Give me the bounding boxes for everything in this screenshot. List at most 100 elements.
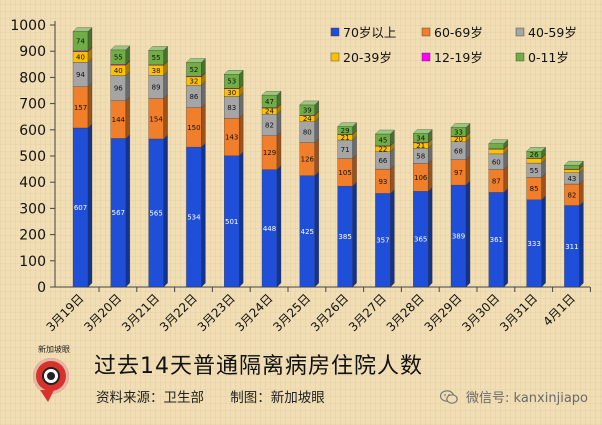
watermark-text: 微信号: kanxinjiapo xyxy=(466,391,588,406)
bar-side xyxy=(390,189,395,288)
bar-side xyxy=(201,142,206,288)
source-line: 资料来源：卫生部 制图：新加坡眼 xyxy=(96,386,347,406)
data-label: 129 xyxy=(263,149,276,157)
bar-side xyxy=(352,154,357,187)
data-label: 24 xyxy=(265,108,274,116)
data-label: 66 xyxy=(378,157,387,165)
data-label: 365 xyxy=(414,236,427,244)
bar-side xyxy=(503,188,508,288)
logo-tail-icon xyxy=(40,390,54,402)
bar-side xyxy=(390,164,395,194)
logo-text: 新加坡眼 xyxy=(38,345,70,354)
data-label: 21 xyxy=(416,142,425,150)
data-label: 55 xyxy=(152,54,161,62)
data-label: 71 xyxy=(341,146,350,154)
x-tick-label: 3月26日 xyxy=(308,291,351,334)
x-tick-label: 3月27日 xyxy=(346,291,389,334)
x-tick-label: 3月25日 xyxy=(270,291,313,334)
bar-top xyxy=(261,91,282,96)
data-label: 143 xyxy=(225,134,238,142)
bar-side xyxy=(239,151,244,288)
data-label: 144 xyxy=(112,116,126,124)
bar-side xyxy=(428,187,433,288)
data-label: 53 xyxy=(227,78,236,86)
data-label: 34 xyxy=(416,134,425,142)
data-label: 389 xyxy=(452,233,465,241)
data-label: 565 xyxy=(149,209,162,217)
y-tick-label: 800 xyxy=(19,70,46,86)
bar-top xyxy=(488,139,509,144)
bar-top xyxy=(223,70,244,75)
bar-side xyxy=(276,165,282,288)
wechat-watermark: 微信号: kanxinjiapo xyxy=(439,387,588,406)
bar-side xyxy=(503,165,508,193)
bar-top xyxy=(72,27,93,32)
data-label: 39 xyxy=(303,107,312,115)
bar-side xyxy=(352,181,357,288)
legend-swatch xyxy=(421,52,431,62)
x-tick-label: 3月22日 xyxy=(157,291,200,334)
data-label: 157 xyxy=(74,104,87,112)
y-tick-label: 300 xyxy=(19,201,46,217)
legend-label: 60-69岁 xyxy=(434,25,483,40)
legend-swatch xyxy=(421,27,431,37)
y-tick-label: 400 xyxy=(19,175,46,191)
bar-top xyxy=(337,122,357,127)
bar-side xyxy=(163,94,168,140)
data-label: 22 xyxy=(378,145,387,153)
bar-side xyxy=(314,138,319,177)
data-label: 20 xyxy=(454,136,463,144)
source-label: 资料来源：卫生部 xyxy=(96,390,204,406)
bar-side xyxy=(314,117,319,144)
bar-side xyxy=(541,173,546,201)
data-label: 58 xyxy=(416,153,425,161)
legend-swatch xyxy=(515,27,525,37)
pupil-icon xyxy=(47,372,55,380)
data-label: 93 xyxy=(378,178,387,186)
data-label: 87 xyxy=(492,178,501,186)
data-label: 45 xyxy=(378,136,387,144)
bar-side xyxy=(201,103,206,148)
data-label: 357 xyxy=(376,237,389,245)
data-label: 97 xyxy=(454,169,463,177)
data-label: 385 xyxy=(338,233,351,241)
bar-side xyxy=(125,96,130,139)
x-tick-label: 3月30日 xyxy=(459,291,502,334)
x-tick-label: 3月19日 xyxy=(44,291,87,334)
bar-top xyxy=(412,129,433,134)
bar-side xyxy=(239,92,244,119)
bar-side xyxy=(87,57,93,88)
x-tick-label: 3月20日 xyxy=(81,291,124,334)
legend-label: 20-39岁 xyxy=(343,50,392,65)
y-tick-label: 700 xyxy=(19,97,46,113)
data-label: 425 xyxy=(301,228,314,236)
bar-side xyxy=(87,82,93,129)
data-label: 311 xyxy=(565,243,578,251)
x-tick-label: 3月24日 xyxy=(233,291,276,334)
bar-side xyxy=(201,80,206,109)
bar-side xyxy=(163,70,168,99)
legend-label: 0-11岁 xyxy=(528,50,569,65)
bar-top xyxy=(148,46,168,51)
data-label: 43 xyxy=(567,175,576,183)
bar-top xyxy=(110,45,131,51)
data-label: 30 xyxy=(227,89,236,97)
bar-side xyxy=(579,179,584,206)
data-label: 80 xyxy=(303,129,312,137)
y-tick-label: 600 xyxy=(19,123,46,139)
wechat-icon xyxy=(439,390,458,404)
data-label: 85 xyxy=(530,185,539,193)
data-label: 607 xyxy=(74,204,87,212)
chart-title: 过去14天普通隔离病房住院人数 xyxy=(94,354,423,379)
bar-side xyxy=(314,171,319,288)
data-label: 74 xyxy=(76,38,85,46)
legend-label: 40-59岁 xyxy=(528,25,577,40)
bar-segment xyxy=(564,169,580,173)
bar-side xyxy=(579,201,584,288)
data-label: 24 xyxy=(303,115,312,123)
bar-side xyxy=(87,123,93,288)
data-label: 21 xyxy=(341,134,350,142)
bar-top xyxy=(299,100,320,106)
data-label: 83 xyxy=(227,104,236,112)
bar-side xyxy=(239,113,244,157)
